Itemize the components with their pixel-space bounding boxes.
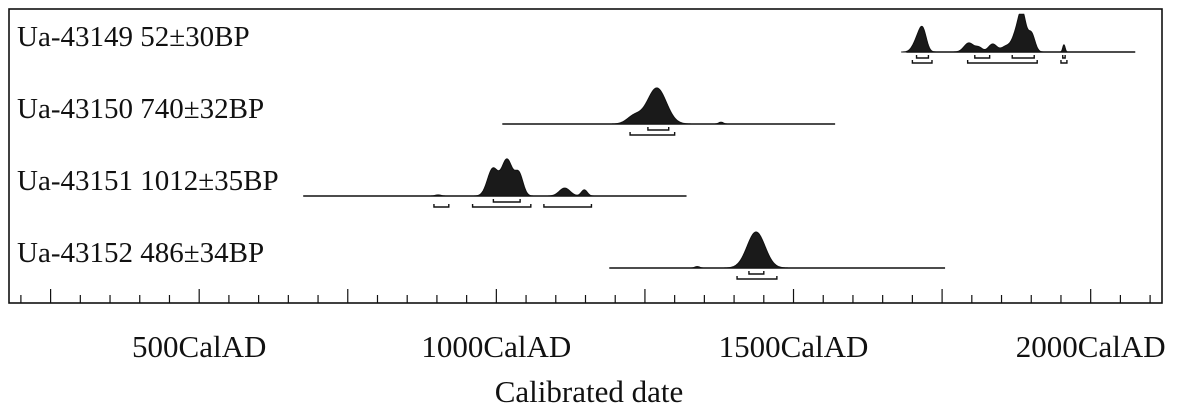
sample-label: Ua-43152 486±34BP <box>17 237 264 269</box>
probability-distribution <box>427 158 596 197</box>
sample-label: Ua-43150 740±32BP <box>17 93 264 125</box>
x-axis-title: Calibrated date <box>495 374 684 409</box>
two-sigma-range <box>629 132 676 136</box>
one-sigma-range <box>1011 55 1035 59</box>
one-sigma-range <box>748 271 765 275</box>
sample-row: Ua-43152 486±34BP <box>17 231 946 280</box>
one-sigma-range <box>974 55 991 59</box>
x-axis: 500CalAD 1000CalAD 1500CalAD 2000CalAD <box>20 289 1166 364</box>
two-sigma-range <box>966 60 1038 64</box>
x-tick-label: 1500CalAD <box>719 329 869 364</box>
plot-frame <box>8 8 1163 304</box>
probability-distribution <box>688 231 788 269</box>
one-sigma-range <box>915 55 930 59</box>
sample-rows: Ua-43149 52±30BP Ua-43150 740±32BP Ua-4315… <box>17 13 1136 280</box>
sample-row: Ua-43150 740±32BP <box>17 87 836 136</box>
one-sigma-range <box>647 127 670 131</box>
sample-row: Ua-43151 1012±35BP <box>17 158 687 208</box>
probability-distribution <box>608 87 730 125</box>
two-sigma-range <box>433 204 450 208</box>
sample-row: Ua-43149 52±30BP <box>17 13 1136 64</box>
one-sigma-range <box>492 199 521 203</box>
one-sigma-range <box>1062 55 1066 59</box>
two-sigma-range <box>736 276 778 280</box>
sample-label: Ua-43151 1012±35BP <box>17 165 279 197</box>
x-tick-label: 1000CalAD <box>421 329 571 364</box>
x-tick-label: 500CalAD <box>132 329 266 364</box>
sample-label: Ua-43149 52±30BP <box>17 21 250 53</box>
probability-distribution <box>901 13 1069 53</box>
two-sigma-range <box>1060 60 1068 64</box>
x-tick-label: 2000CalAD <box>1016 329 1166 364</box>
two-sigma-range <box>911 60 933 64</box>
two-sigma-range <box>543 204 593 208</box>
two-sigma-range <box>471 204 532 208</box>
